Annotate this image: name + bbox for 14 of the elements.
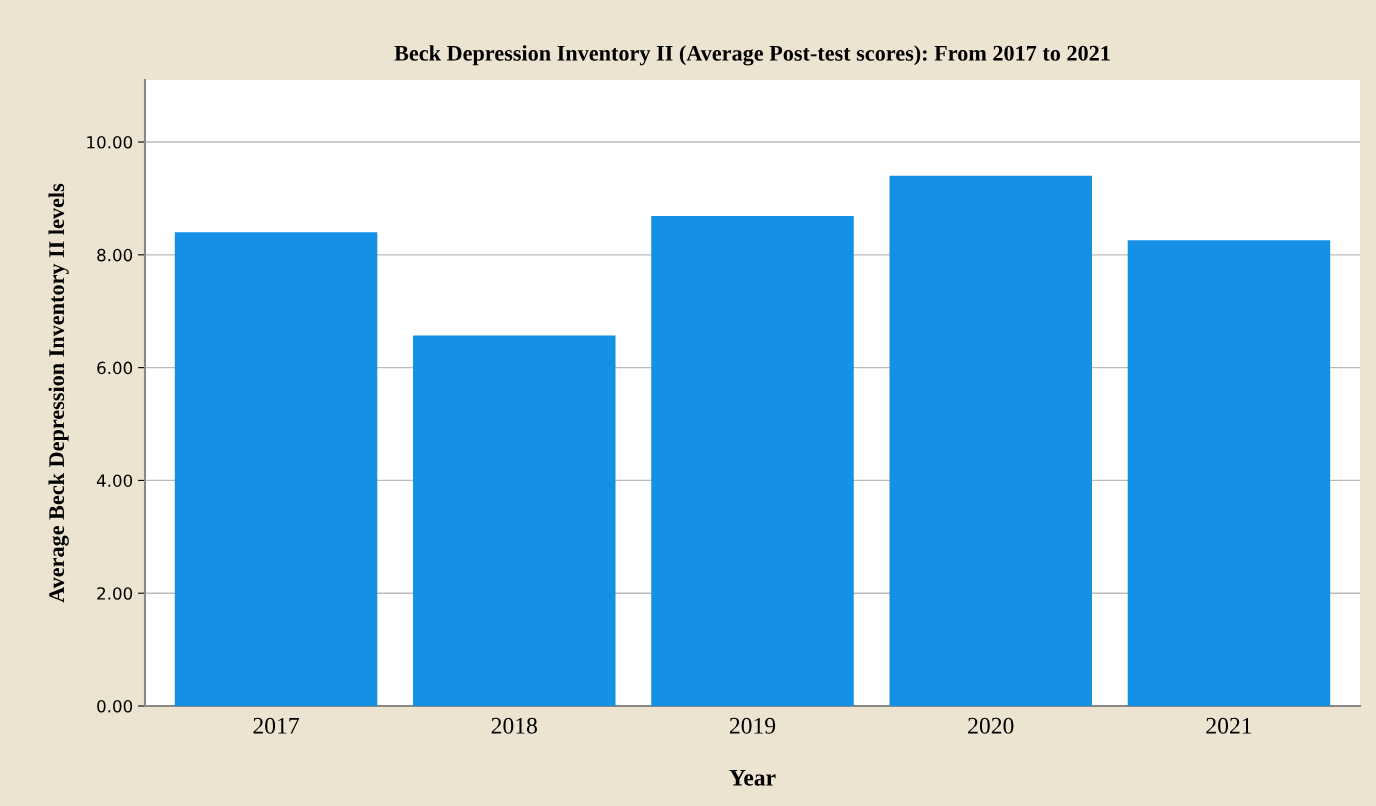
x-tick-label: 2019 bbox=[729, 717, 776, 734]
chart-title: Beck Depression Inventory II (Average Post-test scores): From 2017 to 2021 bbox=[394, 45, 1110, 66]
x-tick-label: 2018 bbox=[491, 717, 537, 734]
x-axis-title: Year bbox=[729, 770, 776, 786]
y-tick-label: 6.00 bbox=[97, 361, 133, 375]
y-tick-label: 4.00 bbox=[96, 474, 133, 487]
y-tick-label: 0.00 bbox=[97, 699, 133, 713]
y-axis-title: Average Beck Depression Inventory II levels bbox=[48, 183, 69, 603]
y-tick-label: 2.00 bbox=[97, 587, 133, 600]
x-tick-label: 2017 bbox=[253, 717, 299, 734]
y-tick-label: 10.00 bbox=[87, 136, 133, 149]
y-tick-label: 8.00 bbox=[97, 248, 133, 262]
x-tick-label: 2021 bbox=[1206, 717, 1252, 734]
x-tick-label: 2020 bbox=[968, 717, 1014, 734]
